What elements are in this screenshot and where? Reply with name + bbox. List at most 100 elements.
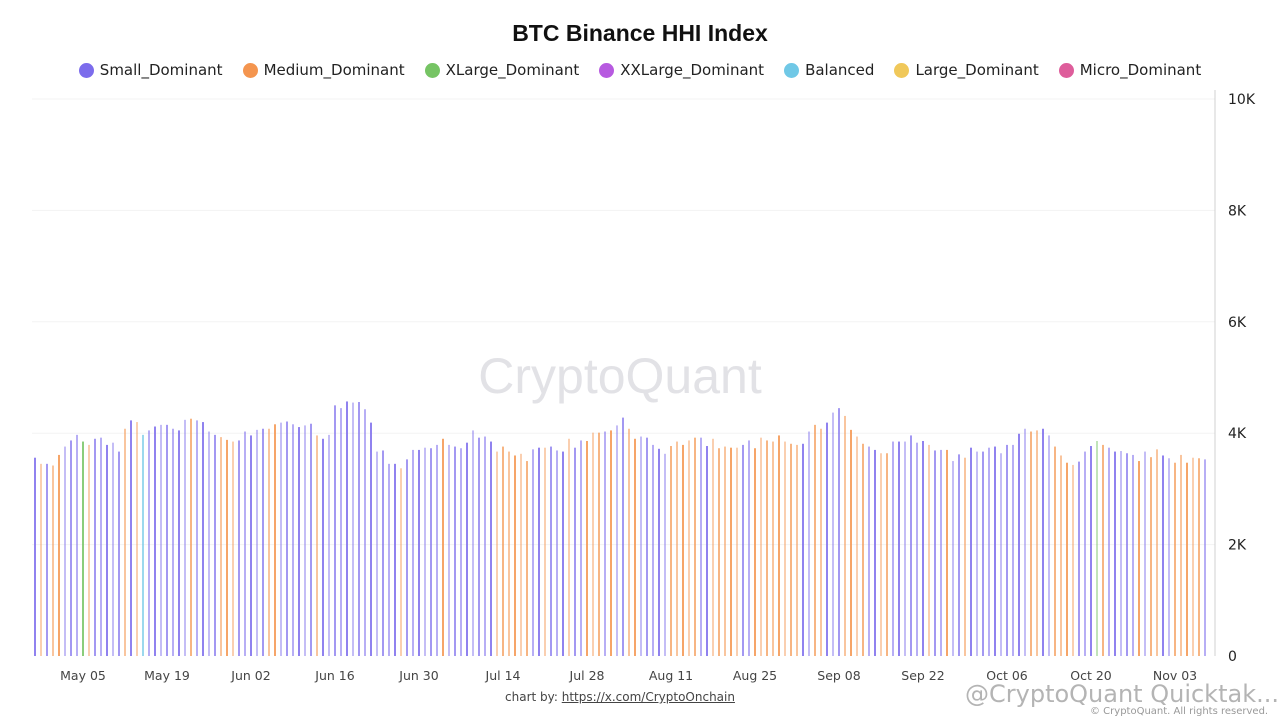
bar[interactable] [280, 422, 282, 656]
bar[interactable] [826, 422, 828, 656]
bar[interactable] [628, 428, 630, 656]
bar[interactable] [106, 444, 108, 656]
bar[interactable] [550, 446, 552, 656]
bar[interactable] [430, 448, 432, 656]
bar[interactable] [1162, 455, 1164, 656]
bar[interactable] [400, 468, 402, 656]
bar[interactable] [142, 434, 144, 656]
bar[interactable] [310, 423, 312, 656]
bar[interactable] [592, 432, 594, 656]
bar[interactable] [940, 449, 942, 656]
bar[interactable] [880, 453, 882, 656]
bar[interactable] [688, 440, 690, 656]
bar[interactable] [352, 402, 354, 656]
bar[interactable] [442, 438, 444, 656]
bar[interactable] [1018, 433, 1020, 656]
bar[interactable] [232, 441, 234, 656]
bar[interactable] [574, 447, 576, 656]
bar[interactable] [1006, 444, 1008, 656]
bar[interactable] [52, 465, 54, 656]
bar[interactable] [154, 426, 156, 656]
bar[interactable] [964, 457, 966, 656]
bar[interactable] [130, 420, 132, 656]
bar[interactable] [490, 441, 492, 656]
legend-item[interactable]: XLarge_Dominant [424, 61, 579, 79]
bar[interactable] [586, 440, 588, 656]
bar[interactable] [1096, 440, 1098, 656]
bar[interactable] [748, 440, 750, 656]
bar[interactable] [436, 444, 438, 656]
bar[interactable] [136, 422, 138, 656]
legend-item[interactable]: Medium_Dominant [242, 61, 405, 79]
bar[interactable] [886, 453, 888, 656]
bar[interactable] [388, 463, 390, 656]
bar[interactable] [1192, 457, 1194, 656]
bar[interactable] [202, 422, 204, 656]
bar[interactable] [382, 450, 384, 656]
bar[interactable] [1024, 428, 1026, 656]
bar[interactable] [166, 424, 168, 656]
bar[interactable] [856, 436, 858, 656]
bar[interactable] [118, 451, 120, 656]
bar[interactable] [1060, 455, 1062, 656]
bar[interactable] [928, 444, 930, 656]
bar[interactable] [244, 431, 246, 656]
legend-item[interactable]: Micro_Dominant [1058, 61, 1201, 79]
bar[interactable] [844, 415, 846, 656]
legend-item[interactable]: Large_Dominant [894, 61, 1039, 79]
bar[interactable] [796, 444, 798, 656]
bar[interactable] [970, 447, 972, 656]
bar[interactable] [58, 454, 60, 656]
bar[interactable] [292, 424, 294, 656]
bar[interactable] [358, 402, 360, 656]
bar[interactable] [1012, 444, 1014, 656]
bar[interactable] [868, 446, 870, 656]
bar[interactable] [64, 446, 66, 656]
bar[interactable] [94, 438, 96, 656]
bar[interactable] [424, 447, 426, 656]
bar[interactable] [1054, 446, 1056, 656]
bar[interactable] [634, 438, 636, 656]
bar[interactable] [250, 435, 252, 656]
bar[interactable] [364, 409, 366, 656]
bar[interactable] [538, 447, 540, 656]
bar[interactable] [472, 430, 474, 656]
bar[interactable] [724, 446, 726, 656]
bar[interactable] [460, 448, 462, 656]
bar[interactable] [274, 424, 276, 656]
bar[interactable] [910, 435, 912, 656]
bar[interactable] [640, 436, 642, 656]
bar[interactable] [1174, 462, 1176, 656]
bar[interactable] [1000, 453, 1002, 656]
footer-link[interactable]: https://x.com/CryptoOnchain [561, 690, 735, 704]
bar[interactable] [346, 401, 348, 656]
bar[interactable] [898, 441, 900, 656]
bar[interactable] [1072, 464, 1074, 656]
bar[interactable] [766, 440, 768, 656]
bar[interactable] [658, 448, 660, 656]
bar[interactable] [694, 437, 696, 656]
bar[interactable] [82, 441, 84, 656]
bar[interactable] [730, 447, 732, 656]
bar[interactable] [1102, 444, 1104, 656]
bar[interactable] [484, 436, 486, 656]
bar[interactable] [226, 439, 228, 656]
bar[interactable] [148, 430, 150, 656]
bar[interactable] [1120, 451, 1122, 656]
bar[interactable] [196, 420, 198, 656]
bar[interactable] [88, 444, 90, 656]
bar[interactable] [1036, 430, 1038, 656]
bar[interactable] [838, 408, 840, 656]
bar[interactable] [598, 432, 600, 656]
bar[interactable] [1048, 435, 1050, 656]
bar[interactable] [502, 446, 504, 656]
bar[interactable] [712, 438, 714, 656]
bar[interactable] [1042, 428, 1044, 656]
bar[interactable] [1030, 431, 1032, 656]
bar[interactable] [184, 419, 186, 656]
bar[interactable] [820, 428, 822, 656]
bar[interactable] [46, 463, 48, 656]
bar[interactable] [802, 443, 804, 656]
bar[interactable] [556, 450, 558, 656]
bar[interactable] [808, 431, 810, 656]
